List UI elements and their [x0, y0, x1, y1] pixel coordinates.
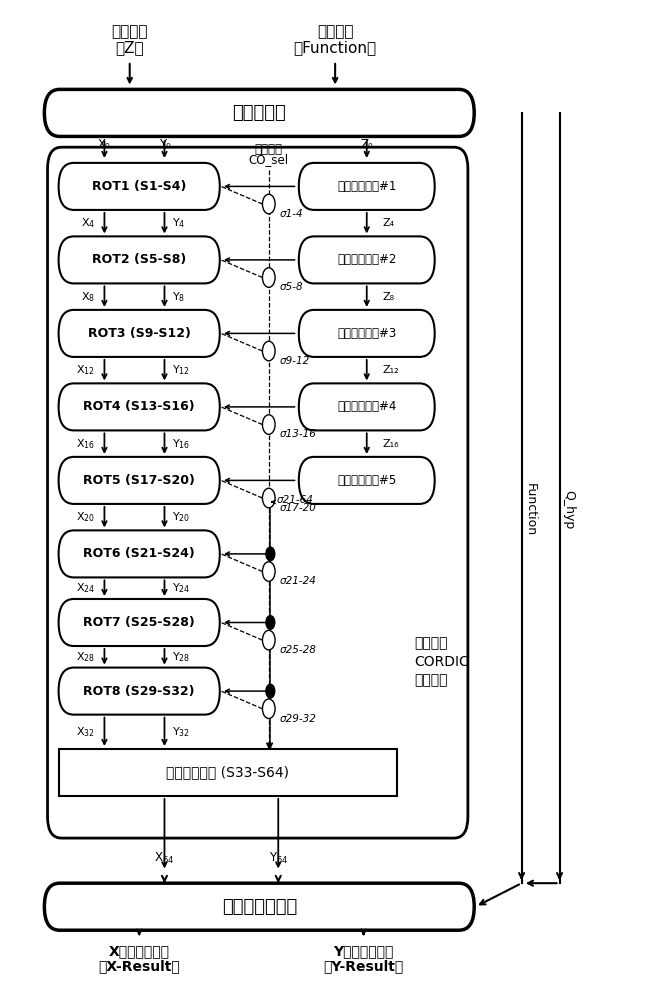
Text: X$_{16}$: X$_{16}$ [76, 437, 95, 451]
Text: X$_{28}$: X$_{28}$ [76, 650, 95, 664]
Text: σ17-20: σ17-20 [280, 503, 317, 513]
FancyBboxPatch shape [299, 310, 435, 357]
Text: CO_sel: CO_sel [249, 153, 289, 166]
Text: σ13-16: σ13-16 [280, 429, 317, 439]
FancyBboxPatch shape [59, 530, 220, 577]
Text: 旋转方向预测#3: 旋转方向预测#3 [337, 327, 397, 340]
Circle shape [266, 684, 275, 698]
Text: X$_{8}$: X$_{8}$ [81, 290, 95, 304]
Text: Y$_{8}$: Y$_{8}$ [172, 290, 185, 304]
Text: Z₀: Z₀ [361, 138, 373, 151]
Text: 输入角度: 输入角度 [112, 24, 148, 39]
Circle shape [266, 616, 275, 629]
FancyBboxPatch shape [59, 236, 220, 283]
Text: Y₀: Y₀ [159, 138, 170, 151]
Text: 定点乘法模块 (S33-S64): 定点乘法模块 (S33-S64) [166, 765, 289, 779]
Text: Y$_{32}$: Y$_{32}$ [172, 725, 190, 739]
Circle shape [263, 699, 275, 719]
Text: σ9-12: σ9-12 [280, 356, 310, 366]
Text: Z₄: Z₄ [382, 218, 395, 228]
Text: Y$_{12}$: Y$_{12}$ [172, 363, 190, 377]
Text: X$_{64}$: X$_{64}$ [154, 850, 175, 866]
Text: 混合模式
CORDIC
计算模块: 混合模式 CORDIC 计算模块 [414, 636, 469, 687]
FancyBboxPatch shape [299, 383, 435, 430]
Text: Y$_{20}$: Y$_{20}$ [172, 510, 190, 524]
Text: σ5-8: σ5-8 [280, 282, 304, 292]
FancyBboxPatch shape [299, 457, 435, 504]
Text: Y$_{28}$: Y$_{28}$ [172, 650, 190, 664]
Text: ROT2 (S5-S8): ROT2 (S5-S8) [92, 253, 186, 266]
Circle shape [263, 630, 275, 650]
FancyBboxPatch shape [48, 147, 468, 838]
Circle shape [263, 341, 275, 361]
Text: Z₁₂: Z₁₂ [382, 365, 399, 375]
Text: Function: Function [524, 483, 537, 536]
Text: Q_hyp: Q_hyp [562, 490, 575, 529]
Text: 规格化处理模块: 规格化处理模块 [222, 898, 297, 916]
Text: （Y-Result）: （Y-Result） [323, 959, 404, 973]
Text: Y$_{16}$: Y$_{16}$ [172, 437, 190, 451]
Text: Y$_{64}$: Y$_{64}$ [268, 850, 288, 866]
Circle shape [263, 194, 275, 214]
Text: Z₈: Z₈ [382, 292, 395, 302]
Text: σ1-4: σ1-4 [280, 209, 304, 219]
Circle shape [263, 415, 275, 434]
Text: Z₁₆: Z₁₆ [382, 439, 399, 449]
FancyBboxPatch shape [299, 236, 435, 283]
Text: X₀: X₀ [98, 138, 111, 151]
FancyBboxPatch shape [59, 457, 220, 504]
Text: Y$_{4}$: Y$_{4}$ [172, 216, 186, 230]
Text: ROT6 (S21-S24): ROT6 (S21-S24) [83, 547, 195, 560]
Text: （Function）: （Function） [293, 40, 377, 55]
Text: X$_{12}$: X$_{12}$ [76, 363, 95, 377]
Text: 旋转方向预测#5: 旋转方向预测#5 [337, 474, 397, 487]
Text: ROT3 (S9-S12): ROT3 (S9-S12) [88, 327, 191, 340]
Circle shape [263, 562, 275, 581]
Text: 坐标类型: 坐标类型 [255, 143, 283, 156]
Text: Y$_{24}$: Y$_{24}$ [172, 581, 190, 595]
Text: ROT4 (S13-S16): ROT4 (S13-S16) [83, 400, 195, 413]
FancyBboxPatch shape [59, 668, 220, 715]
FancyBboxPatch shape [45, 89, 474, 136]
Text: （X-Result）: （X-Result） [98, 959, 180, 973]
Bar [59, 749, 397, 796]
Text: （Z）: （Z） [115, 40, 144, 55]
Text: ROT8 (S29-S32): ROT8 (S29-S32) [83, 685, 195, 698]
Circle shape [266, 547, 275, 561]
Text: σ25-28: σ25-28 [280, 645, 317, 655]
Text: ROT7 (S25-S28): ROT7 (S25-S28) [83, 616, 195, 629]
Text: ROT1 (S1-S4): ROT1 (S1-S4) [92, 180, 186, 193]
Text: 函数类型: 函数类型 [317, 24, 353, 39]
FancyBboxPatch shape [45, 883, 474, 930]
Text: σ29-32: σ29-32 [280, 714, 317, 724]
Text: Y通路输出结果: Y通路输出结果 [333, 944, 394, 958]
Text: X$_{24}$: X$_{24}$ [75, 581, 95, 595]
Text: 旋转方向预测#4: 旋转方向预测#4 [337, 400, 397, 413]
FancyBboxPatch shape [59, 599, 220, 646]
FancyBboxPatch shape [59, 310, 220, 357]
FancyBboxPatch shape [299, 163, 435, 210]
Text: σ21-64: σ21-64 [277, 495, 313, 505]
Text: 预处理模块: 预处理模块 [232, 104, 286, 122]
Text: X$_{32}$: X$_{32}$ [76, 725, 95, 739]
Text: σ21-24: σ21-24 [280, 576, 317, 586]
Text: X通路输出结果: X通路输出结果 [109, 944, 170, 958]
Circle shape [263, 268, 275, 287]
FancyBboxPatch shape [59, 163, 220, 210]
Text: 旋转方向预测#1: 旋转方向预测#1 [337, 180, 397, 193]
Circle shape [263, 488, 275, 508]
Text: X$_{4}$: X$_{4}$ [81, 216, 95, 230]
Text: X$_{20}$: X$_{20}$ [76, 510, 95, 524]
FancyBboxPatch shape [59, 383, 220, 430]
Text: 旋转方向预测#2: 旋转方向预测#2 [337, 253, 397, 266]
Text: ROT5 (S17-S20): ROT5 (S17-S20) [83, 474, 195, 487]
